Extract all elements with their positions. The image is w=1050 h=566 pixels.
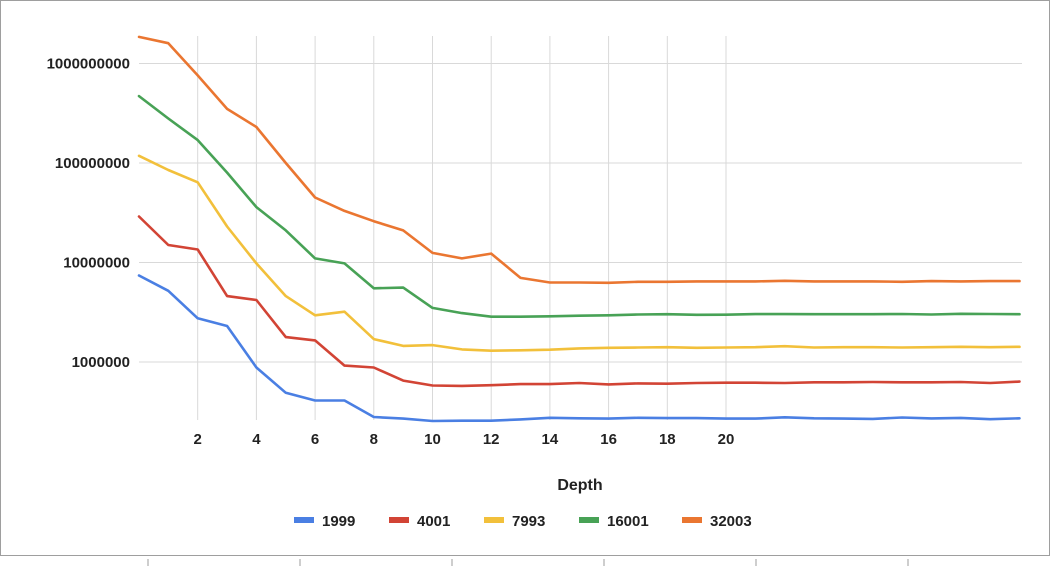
legend: 1999 4001 7993 16001 32003 <box>294 513 752 530</box>
y-tick-label: 1000000000 <box>47 56 130 73</box>
x-tick-label: 12 <box>483 431 500 448</box>
legend-swatch-32003 <box>682 517 702 523</box>
x-tick-label: 14 <box>542 431 559 448</box>
vertical-gridlines <box>197 36 727 420</box>
legend-label: 1999 <box>322 513 355 530</box>
legend-label: 7993 <box>512 513 545 530</box>
x-tick-label: 10 <box>424 431 441 448</box>
legend-swatch-1999 <box>294 517 314 523</box>
legend-label: 16001 <box>607 513 649 530</box>
y-axis-tick-labels: 1000000 10000000 100000000 1000000000 <box>47 56 130 372</box>
series-line-4001 <box>137 215 1021 388</box>
series-lines <box>137 35 1021 423</box>
x-tick-label: 8 <box>370 431 378 448</box>
legend-swatch-16001 <box>579 517 599 523</box>
legend-label: 4001 <box>417 513 450 530</box>
y-tick-label: 1000000 <box>72 354 130 371</box>
y-tick-label: 10000000 <box>63 255 130 272</box>
x-tick-label: 16 <box>600 431 617 448</box>
legend-swatch-4001 <box>389 517 409 523</box>
series-line-7993 <box>137 154 1021 353</box>
legend-swatch-7993 <box>484 517 504 523</box>
series-line-32003 <box>137 35 1021 285</box>
x-axis-tick-labels: 2 4 6 8 10 12 14 16 18 20 <box>194 431 735 448</box>
x-tick-label: 20 <box>718 431 735 448</box>
x-tick-label: 4 <box>252 431 261 448</box>
legend-label: 32003 <box>710 513 752 530</box>
x-tick-label: 2 <box>194 431 202 448</box>
series-line-1999 <box>137 274 1021 423</box>
x-tick-label: 6 <box>311 431 319 448</box>
bottom-tick-marks <box>147 559 909 566</box>
x-tick-label: 18 <box>659 431 676 448</box>
x-axis-label: Depth <box>557 477 602 494</box>
y-tick-label: 100000000 <box>55 155 130 172</box>
series-line-16001 <box>137 94 1021 319</box>
